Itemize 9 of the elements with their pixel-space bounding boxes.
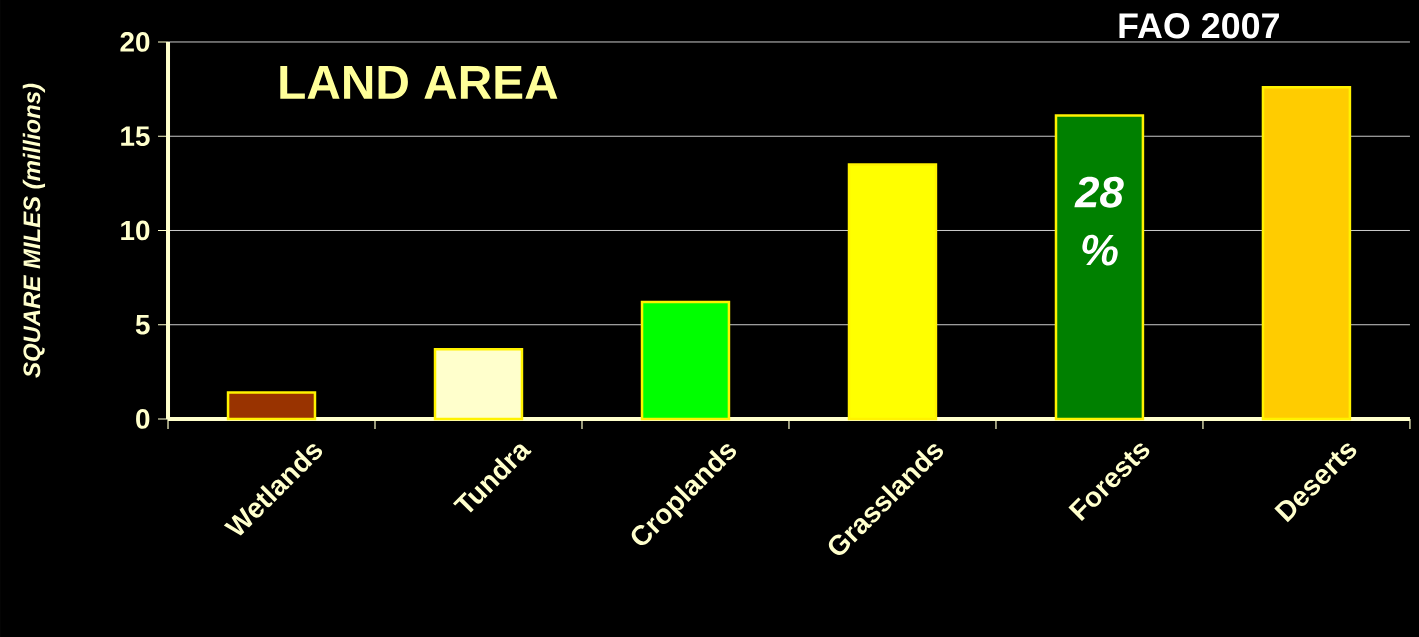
y-tick-label: 15	[121, 126, 150, 146]
y-tick-label: 5	[135, 315, 150, 335]
y-tick-label: 10	[121, 220, 150, 241]
y-tick-label: 20	[120, 32, 150, 52]
chart-title: LAND AREA	[280, 65, 558, 99]
annotation: 28 %	[1074, 176, 1124, 266]
text: FAO 2007	[1119, 13, 1279, 39]
y-axis-title: SQUARE MILES (millions)	[22, 83, 46, 378]
y-tick-label: 0	[136, 409, 150, 429]
